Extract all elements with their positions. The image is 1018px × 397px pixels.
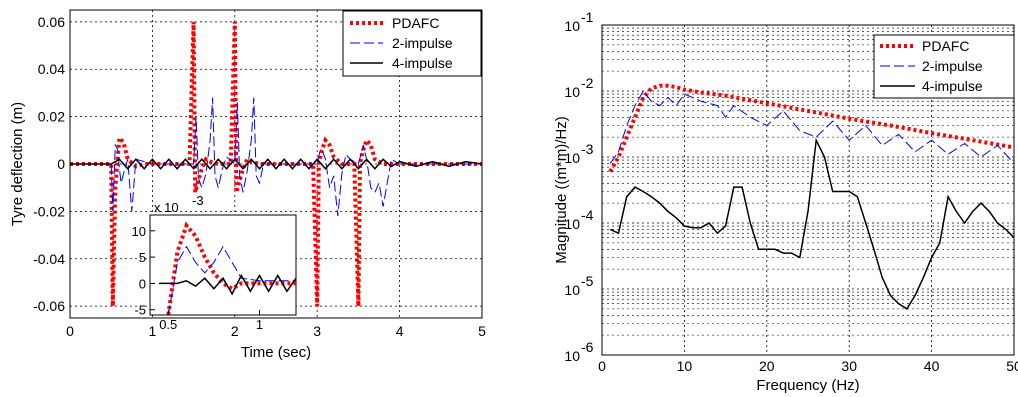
x-tick-label: 30 <box>841 358 857 374</box>
series-line-2-impulse <box>609 90 1015 164</box>
y-tick-label: 10 <box>564 282 580 298</box>
series-line-4-impulse <box>70 158 483 170</box>
inset-plot: -5 0 5 10 0.5 1 x 10 -3 <box>132 193 297 332</box>
y-tick-label: 10 <box>564 216 580 232</box>
inset-y-tick-label: -5 <box>134 303 146 318</box>
inset-series-4-impulse <box>159 273 297 296</box>
x-tick-label: 50 <box>1006 358 1018 374</box>
chart-time-domain: 0 1 2 3 4 5-0.06-0.04-0.0200.020.040.06-50510… <box>9 9 486 361</box>
y-axis-label: Magnitude ((m*m)/Hz) <box>553 116 570 264</box>
legend-label-4-impulse: 4-impulse <box>392 55 453 71</box>
y-tick-power: -5 <box>581 273 594 289</box>
inset-exponent-label: x 10 <box>154 200 179 215</box>
y-tick-label: 10 <box>564 348 580 364</box>
y-tick-power: -6 <box>581 339 594 355</box>
legend-label-pdafc: PDAFC <box>922 38 969 54</box>
legend: PDAFC 2-impulse 4-impulse <box>342 10 482 77</box>
y-axis-label: Tyre deflection (m) <box>9 102 26 226</box>
inset-exponent-power: -3 <box>192 193 204 208</box>
x-tick-label: 0 <box>598 358 606 374</box>
x-tick-label: 20 <box>759 358 775 374</box>
series-line-pdafc <box>70 21 482 307</box>
inset-x-tick-label: 0.5 <box>159 317 177 332</box>
y-tick-power: -3 <box>581 141 594 157</box>
inset-y-tick-label: 5 <box>139 250 146 265</box>
legend-label-4-impulse: 4-impulse <box>922 78 983 94</box>
series-line-4-impulse <box>609 137 1015 310</box>
y-tick-label: 0.06 <box>38 14 65 30</box>
legend-label-2-impulse: 2-impulse <box>392 35 453 51</box>
legend-label-pdafc: PDAFC <box>392 15 439 31</box>
legend: PDAFC 2-impulse 4-impulse <box>873 34 1015 99</box>
plot-frame <box>601 24 1015 356</box>
y-tick-label: 0.02 <box>38 109 65 125</box>
x-tick-label: 3 <box>313 323 321 339</box>
inset-series-2-impulse <box>167 245 296 316</box>
plot-frame <box>69 9 483 319</box>
y-tick-power: -4 <box>581 207 594 223</box>
x-axis-label: Frequency (Hz) <box>756 377 859 394</box>
y-tick-label: 10 <box>564 150 580 166</box>
y-tick-label: 0.04 <box>38 61 65 77</box>
x-tick-label: 4 <box>396 323 404 339</box>
y-tick-label: -0.04 <box>33 251 65 267</box>
inset-frame <box>149 214 297 316</box>
chart-frequency-domain: 0 10 20 30 40 5010-610-510-410-310-210-1PDAFC… <box>553 9 1018 394</box>
y-tick-power: -2 <box>581 75 594 91</box>
x-tick-label: 2 <box>231 323 239 339</box>
y-tick-label: 10 <box>564 84 580 100</box>
x-tick-label: 40 <box>924 358 940 374</box>
y-tick-label: 0 <box>57 156 65 172</box>
inset-x-tick-label: 1 <box>256 317 263 332</box>
y-tick-label: -0.06 <box>33 298 65 314</box>
y-tick-power: -1 <box>581 9 594 25</box>
x-tick-label: 5 <box>478 323 486 339</box>
series-line-pdafc <box>608 83 1015 173</box>
y-tick-label: 10 <box>564 18 580 34</box>
inset-y-tick-label: 0 <box>139 276 146 291</box>
inset-y-tick-label: 10 <box>132 224 146 239</box>
x-tick-label: 1 <box>149 323 157 339</box>
x-tick-label: 0 <box>66 323 74 339</box>
series-line-2-impulse <box>70 97 482 217</box>
x-tick-label: 10 <box>677 358 693 374</box>
y-tick-label: -0.02 <box>33 203 65 219</box>
x-axis-label: Time (sec) <box>241 344 311 361</box>
legend-label-2-impulse: 2-impulse <box>922 58 983 74</box>
